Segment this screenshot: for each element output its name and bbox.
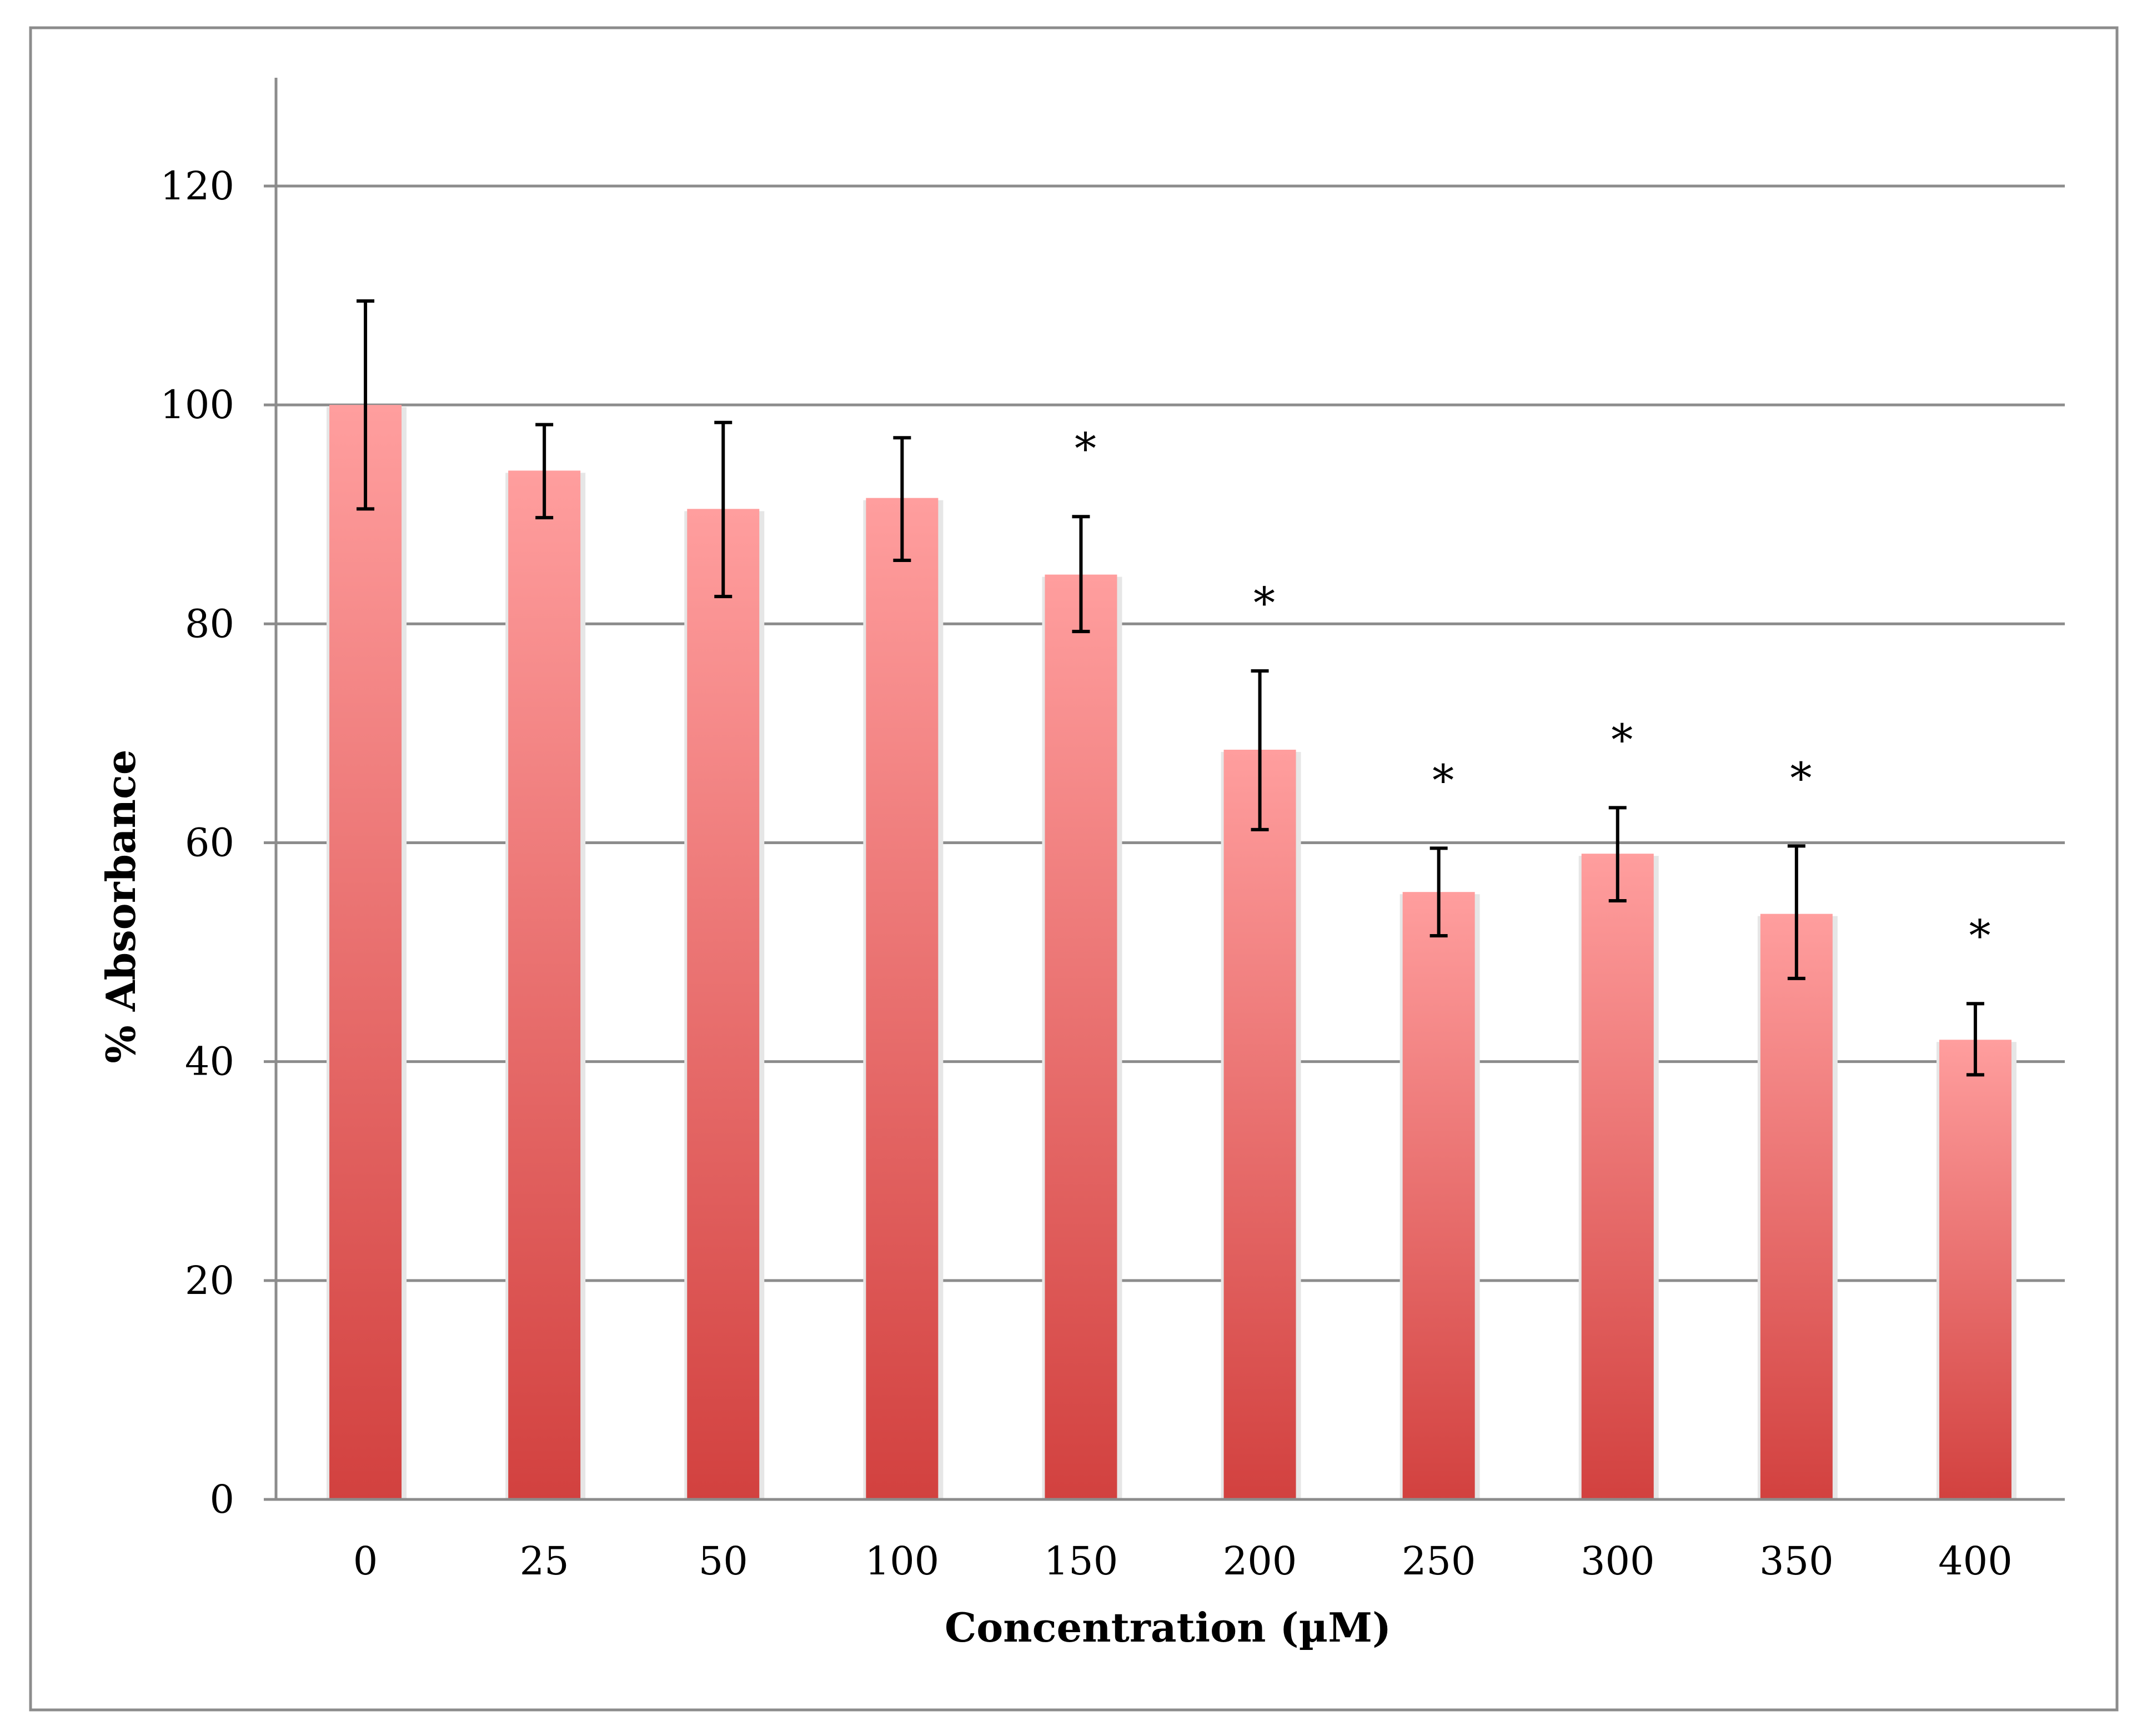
x-tick-label: 25: [520, 1538, 569, 1584]
bar: [687, 509, 760, 1500]
bar: [1223, 749, 1296, 1499]
y-tick-label: 60: [185, 820, 234, 866]
bars: [327, 405, 2016, 1500]
x-axis-title: Concentration (µM): [945, 1604, 1391, 1651]
y-tick-label: 80: [185, 601, 234, 646]
bar: [1760, 914, 1833, 1499]
significance-markers: * * * * * *: [1075, 424, 1991, 961]
significance-star: *: [1790, 754, 1812, 804]
x-tick-label: 400: [1938, 1538, 2013, 1584]
significance-star: *: [1611, 715, 1633, 765]
bar: [1402, 892, 1475, 1499]
y-tick-label: 40: [185, 1039, 234, 1085]
y-axis-title: % Absorbance: [97, 749, 144, 1063]
error-bars: [357, 299, 1984, 1077]
bar: [1045, 574, 1117, 1499]
bar: [508, 470, 581, 1499]
significance-star: *: [1075, 424, 1096, 474]
y-tick-labels: 0 20 40 60 80 100 120: [160, 163, 276, 1522]
y-tick-label: 120: [160, 163, 234, 209]
x-tick-label: 0: [353, 1538, 378, 1584]
x-tick-label: 350: [1759, 1538, 1834, 1584]
bar: [329, 405, 402, 1499]
significance-star: *: [1253, 579, 1275, 629]
x-tick-label: 50: [699, 1538, 748, 1584]
significance-star: *: [1969, 911, 1990, 961]
x-tick-label: 100: [865, 1538, 940, 1584]
x-tick-label: 200: [1223, 1538, 1297, 1584]
bar: [866, 498, 939, 1499]
x-tick-label: 250: [1402, 1538, 1476, 1584]
x-tick-label: 150: [1044, 1538, 1118, 1584]
bar: [1939, 1040, 2011, 1499]
x-tick-labels: 0 25 50 100 150 200 250 300 350 400: [353, 1538, 2013, 1584]
y-tick-label: 100: [160, 382, 234, 428]
significance-star: *: [1432, 756, 1454, 806]
x-tick-label: 300: [1581, 1538, 1655, 1584]
bar: [1581, 854, 1654, 1499]
y-tick-label: 20: [185, 1258, 234, 1303]
y-tick-label: 0: [209, 1477, 234, 1522]
axes: [274, 78, 2065, 1501]
